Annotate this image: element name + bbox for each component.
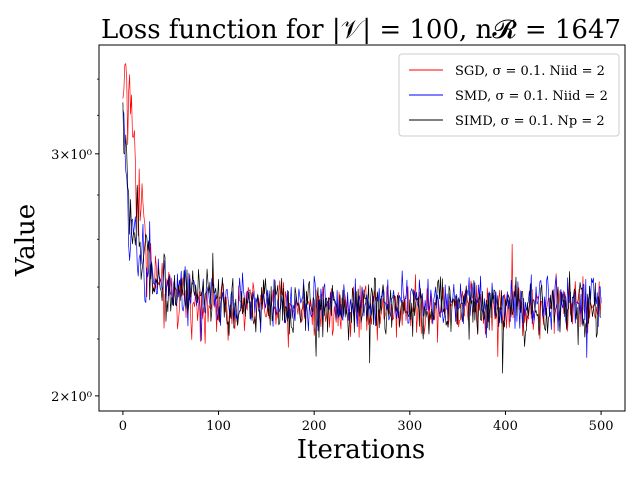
legend-label-smd: SMD, σ = 0.1. Niid = 2	[455, 89, 608, 104]
plot-area	[98, 44, 626, 412]
legend: SGD, σ = 0.1. Niid = 2 SMD, σ = 0.1. Nii…	[398, 53, 620, 137]
legend-label-simd: SIMD, σ = 0.1. Np = 2	[455, 114, 605, 129]
x-tick-label: 500	[589, 419, 614, 434]
x-axis-label: Iterations	[297, 435, 426, 465]
x-tick-label: 300	[397, 419, 422, 434]
y-axis: 2×10⁰ 3×10⁰	[51, 78, 99, 405]
legend-label-sgd: SGD, σ = 0.1. Niid = 2	[455, 64, 605, 79]
y-tick-label: 2×10⁰	[51, 390, 92, 405]
y-tick-label: 3×10⁰	[51, 148, 92, 163]
series-line-simd	[122, 102, 602, 374]
x-tick-label: 200	[302, 419, 327, 434]
x-axis: 0 100 200 300 400 500	[119, 411, 614, 434]
x-tick-label: 100	[206, 419, 231, 434]
series-layer	[122, 63, 602, 374]
x-tick-label: 0	[119, 419, 127, 434]
legend-box	[398, 53, 620, 137]
chart-title: Loss function for |𝒱| = 100, n𝓡 = 1647	[101, 15, 621, 45]
y-axis-label: Value	[11, 204, 41, 277]
x-tick-label: 400	[493, 419, 518, 434]
plot-frame	[98, 44, 626, 412]
